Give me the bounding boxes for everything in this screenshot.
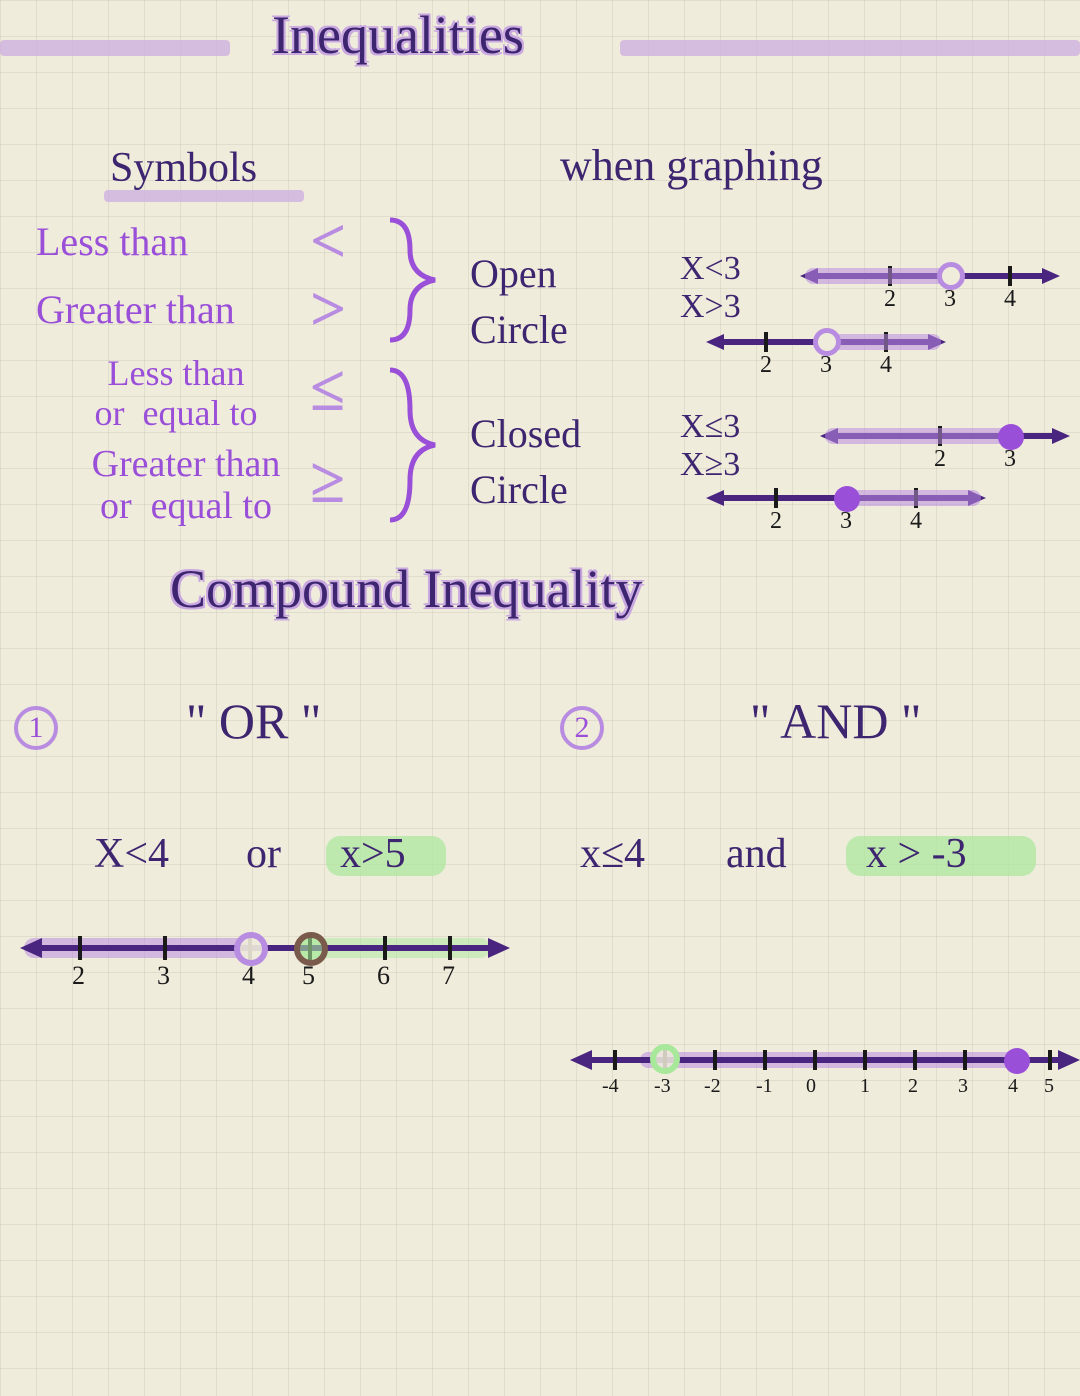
closed-circle-2 bbox=[834, 486, 860, 512]
page-title: Inequalities bbox=[272, 4, 524, 66]
numline-xlte3: 2 3 bbox=[820, 414, 1070, 474]
gt-icon: > bbox=[310, 272, 346, 346]
svg-text:7: 7 bbox=[442, 961, 455, 988]
lte-label: Less thanor equal to bbox=[36, 354, 316, 433]
or-open-5 bbox=[294, 932, 328, 966]
numline-and: -4 -3 -2 -1 0 1 2 3 4 5 bbox=[570, 1032, 1080, 1102]
symbols-heading: Symbols bbox=[110, 144, 257, 192]
svg-text:1: 1 bbox=[860, 1075, 870, 1097]
svg-text:-2: -2 bbox=[704, 1075, 721, 1097]
or-word: or bbox=[246, 830, 281, 878]
svg-text:4: 4 bbox=[910, 508, 922, 534]
expr-xlte3: X≤3 bbox=[680, 408, 740, 446]
svg-text:2: 2 bbox=[934, 446, 946, 472]
and-word: and bbox=[726, 830, 787, 878]
title-underline-left bbox=[0, 40, 230, 56]
and-expr-right: x > -3 bbox=[866, 830, 967, 878]
svg-text:2: 2 bbox=[72, 961, 85, 988]
graphing-heading: when graphing bbox=[560, 140, 823, 191]
ray-xlte3 bbox=[825, 428, 1010, 444]
and-open-neg3 bbox=[650, 1044, 680, 1074]
open-circle-2 bbox=[813, 328, 841, 356]
svg-text:5: 5 bbox=[1044, 1075, 1054, 1097]
svg-text:4: 4 bbox=[1008, 1075, 1018, 1097]
svg-text:4: 4 bbox=[880, 352, 892, 378]
ray-xgt3 bbox=[826, 334, 941, 350]
svg-text:2: 2 bbox=[884, 286, 896, 312]
lte-icon: ≤ bbox=[310, 352, 345, 426]
svg-text:-3: -3 bbox=[654, 1075, 671, 1097]
circled-2: 2 bbox=[560, 706, 604, 750]
open-label: Open bbox=[470, 250, 557, 297]
gte-label: Greater thanor equal to bbox=[36, 444, 336, 528]
and-closed-4 bbox=[1004, 1048, 1030, 1074]
title-underline-right bbox=[620, 40, 1080, 56]
svg-text:-1: -1 bbox=[756, 1075, 773, 1097]
closed-label: Closed bbox=[470, 410, 581, 457]
svg-text:2: 2 bbox=[908, 1075, 918, 1097]
gte-icon: ≥ bbox=[310, 444, 345, 518]
svg-text:3: 3 bbox=[157, 961, 170, 988]
symbols-underline bbox=[104, 190, 304, 202]
closed-circle-1 bbox=[998, 424, 1024, 450]
lt-label: Less than bbox=[36, 218, 188, 265]
or-open-4 bbox=[234, 932, 268, 966]
svg-text:2: 2 bbox=[770, 508, 782, 534]
expr-xlt3: X<3 bbox=[680, 250, 741, 288]
ray-xgte3 bbox=[846, 490, 981, 506]
ray-xlt3 bbox=[805, 268, 950, 284]
compound-heading: Compound Inequality bbox=[170, 558, 642, 620]
svg-text:4: 4 bbox=[1004, 286, 1016, 312]
or-expr-left: X<4 bbox=[94, 830, 169, 878]
svg-text:6: 6 bbox=[377, 961, 390, 988]
numline-xlt3: 2 3 4 bbox=[800, 254, 1060, 314]
svg-text:-4: -4 bbox=[602, 1075, 619, 1097]
and-label: " AND " bbox=[750, 692, 921, 750]
circled-1: 1 bbox=[14, 706, 58, 750]
svg-text:0: 0 bbox=[806, 1075, 816, 1097]
open-circle-1 bbox=[937, 262, 965, 290]
or-label: " OR " bbox=[186, 692, 321, 750]
brace-open bbox=[380, 210, 460, 350]
circle-label-1: Circle bbox=[470, 306, 568, 353]
lt-icon: < bbox=[310, 204, 346, 278]
gt-label: Greater than bbox=[36, 286, 235, 333]
svg-text:2: 2 bbox=[760, 352, 772, 378]
or-expr-right: x>5 bbox=[340, 830, 406, 878]
and-expr-left: x≤4 bbox=[580, 830, 645, 878]
svg-text:3: 3 bbox=[958, 1075, 968, 1097]
circle-label-2: Circle bbox=[470, 466, 568, 513]
brace-closed bbox=[380, 360, 460, 530]
